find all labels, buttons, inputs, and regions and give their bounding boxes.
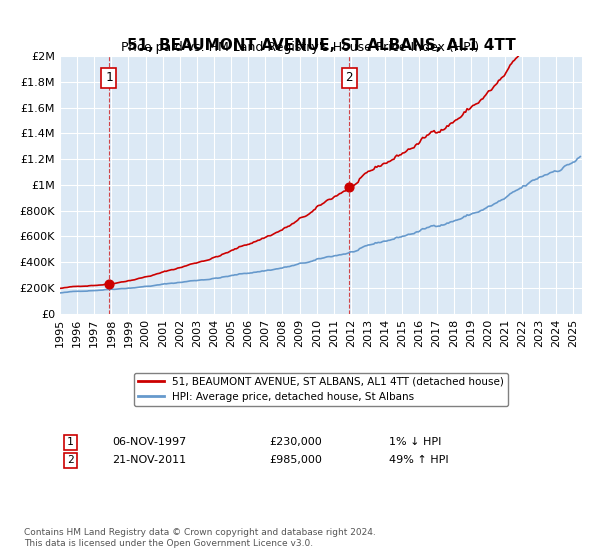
Text: 21-NOV-2011: 21-NOV-2011 <box>112 455 187 465</box>
Text: 1% ↓ HPI: 1% ↓ HPI <box>389 437 441 447</box>
Text: £985,000: £985,000 <box>269 455 322 465</box>
Text: £230,000: £230,000 <box>269 437 322 447</box>
Text: 2: 2 <box>67 455 74 465</box>
Text: 1: 1 <box>105 71 113 85</box>
Text: 2: 2 <box>346 71 353 85</box>
Text: 49% ↑ HPI: 49% ↑ HPI <box>389 455 448 465</box>
Title: 51, BEAUMONT AVENUE, ST ALBANS, AL1 4TT: 51, BEAUMONT AVENUE, ST ALBANS, AL1 4TT <box>127 39 515 53</box>
Text: 06-NOV-1997: 06-NOV-1997 <box>112 437 187 447</box>
Text: 1: 1 <box>67 437 74 447</box>
Point <box>104 279 113 288</box>
Point <box>344 182 354 191</box>
Text: Contains HM Land Registry data © Crown copyright and database right 2024.
This d: Contains HM Land Registry data © Crown c… <box>24 528 376 548</box>
Legend: 51, BEAUMONT AVENUE, ST ALBANS, AL1 4TT (detached house), HPI: Average price, de: 51, BEAUMONT AVENUE, ST ALBANS, AL1 4TT … <box>134 373 508 406</box>
Text: Price paid vs. HM Land Registry's House Price Index (HPI): Price paid vs. HM Land Registry's House … <box>121 41 479 54</box>
